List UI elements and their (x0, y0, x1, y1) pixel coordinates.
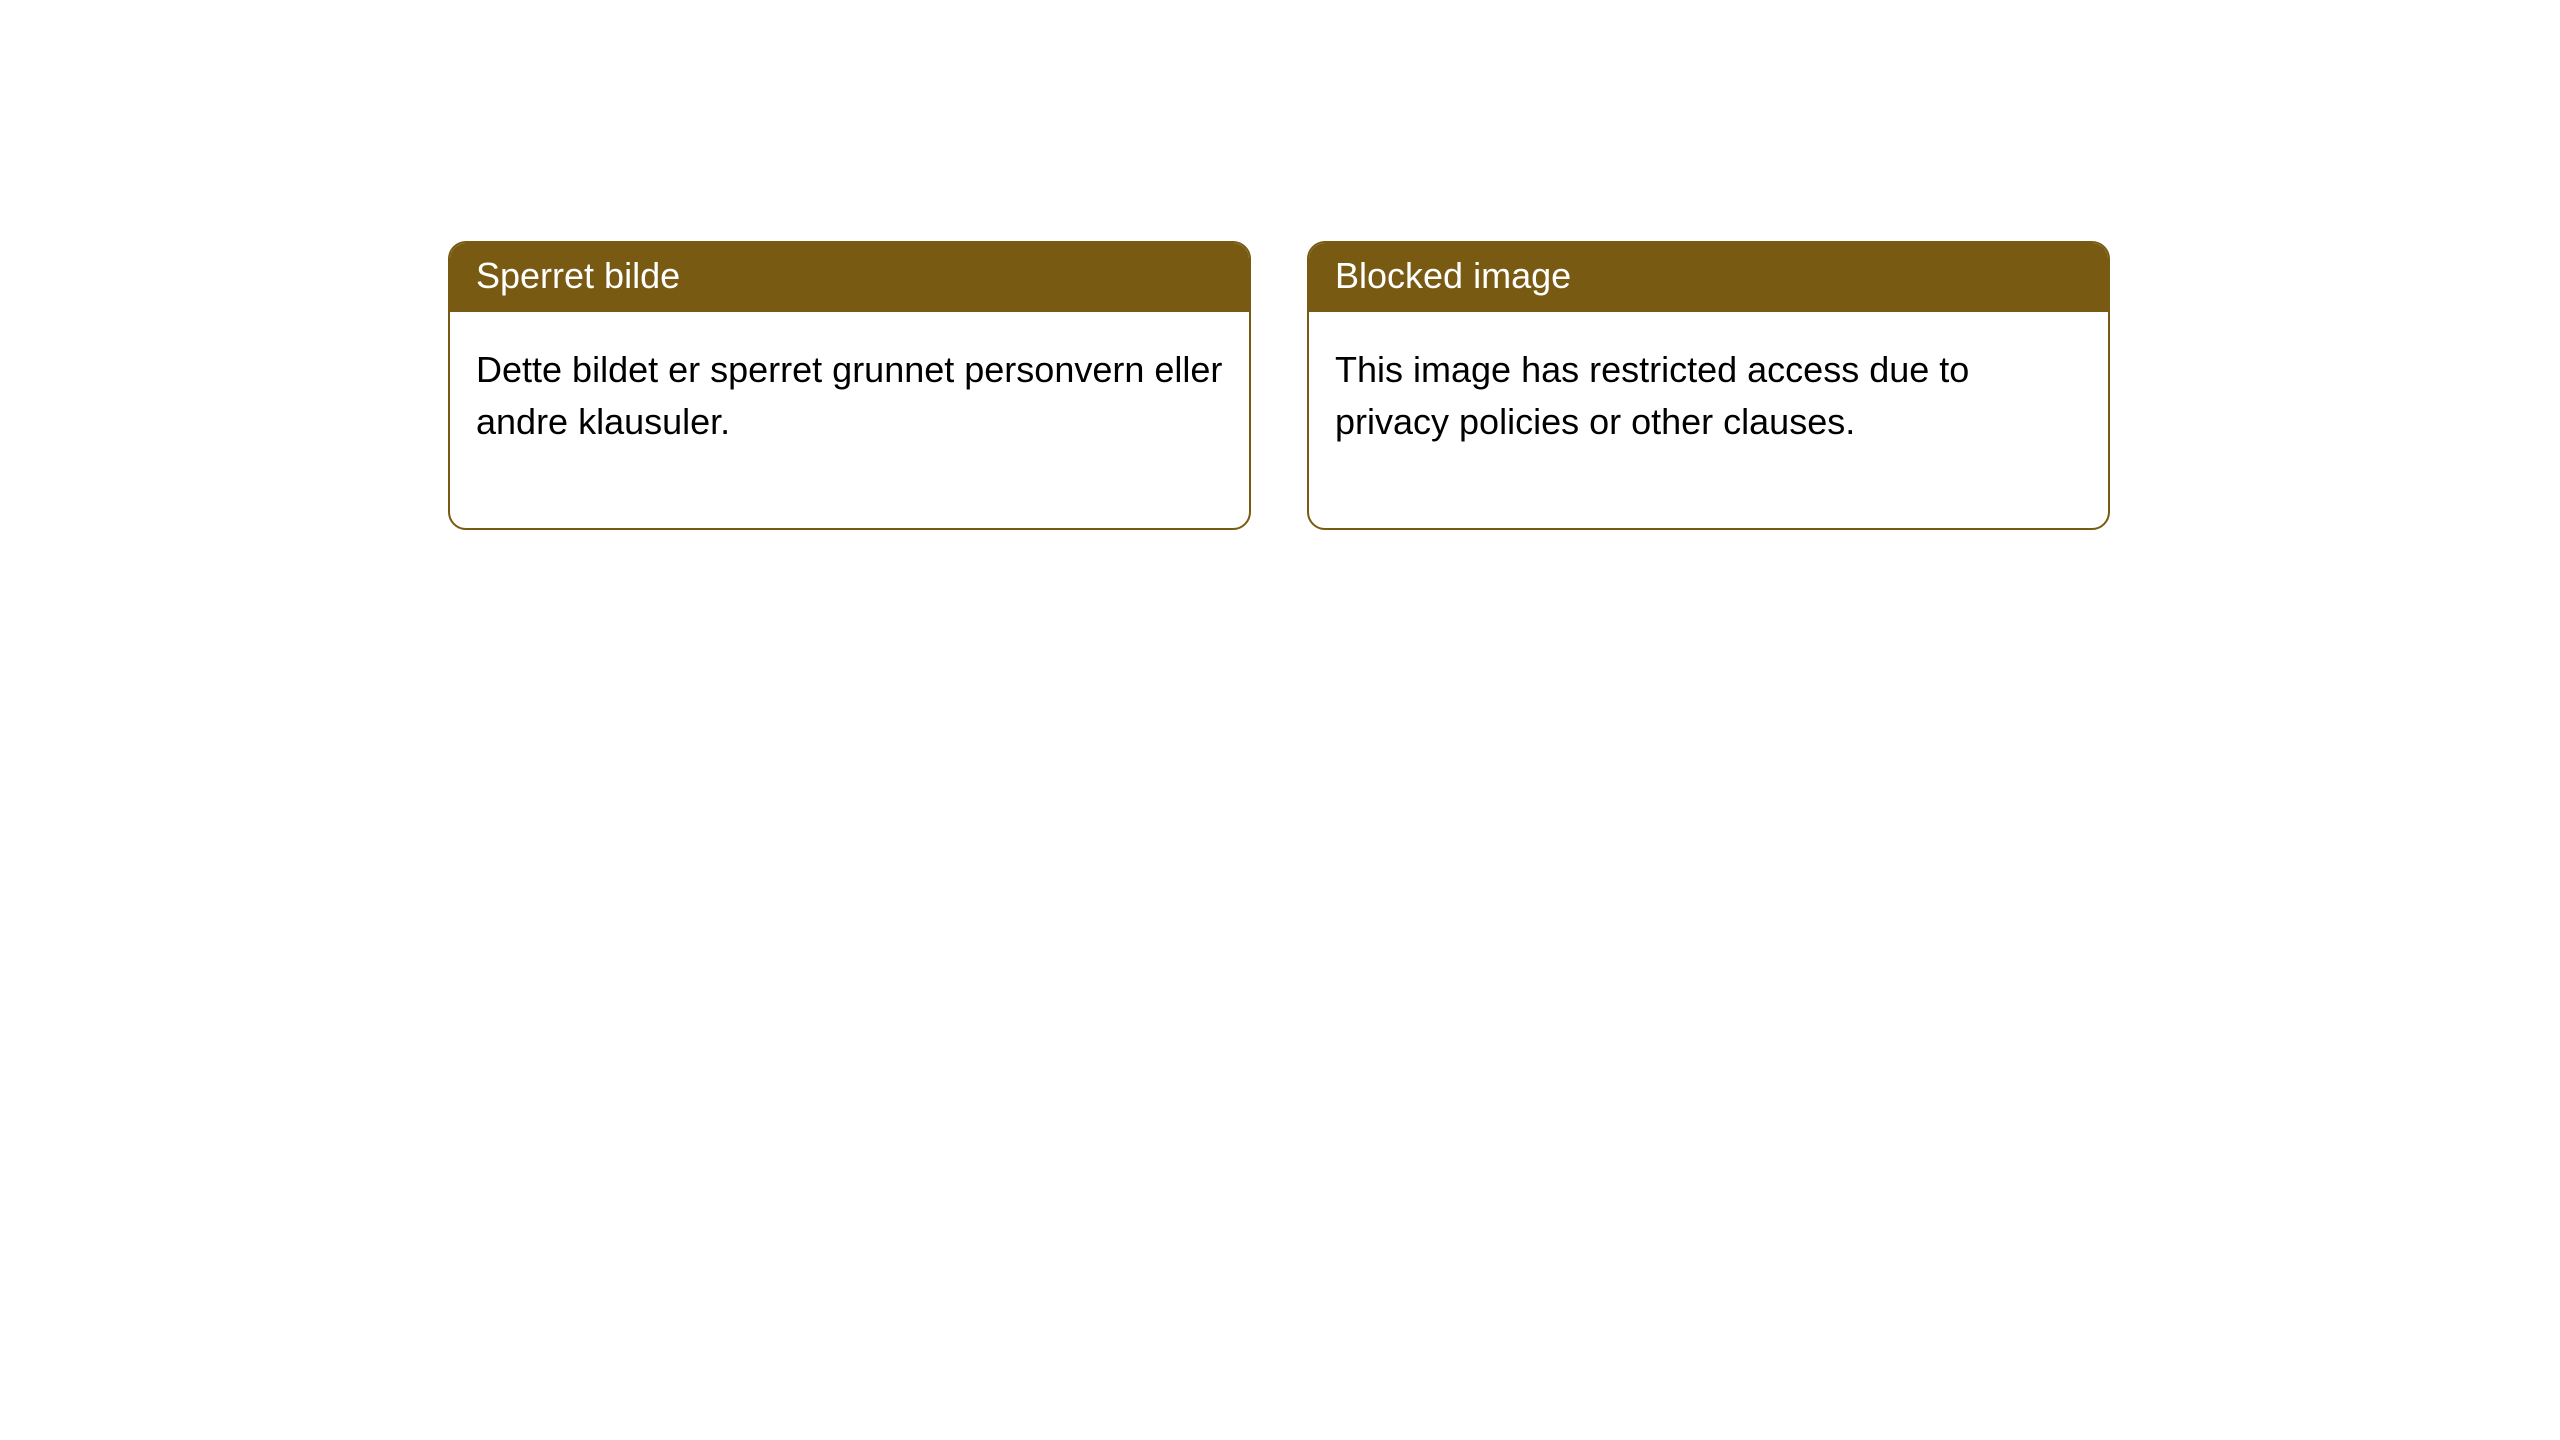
notice-card-norwegian: Sperret bilde Dette bildet er sperret gr… (448, 241, 1251, 530)
notice-card-header: Sperret bilde (450, 243, 1249, 312)
notice-card-english: Blocked image This image has restricted … (1307, 241, 2110, 530)
notice-card-body: Dette bildet er sperret grunnet personve… (450, 312, 1249, 528)
notice-card-header: Blocked image (1309, 243, 2108, 312)
notice-card-body: This image has restricted access due to … (1309, 312, 2108, 528)
notice-cards-container: Sperret bilde Dette bildet er sperret gr… (0, 0, 2560, 530)
